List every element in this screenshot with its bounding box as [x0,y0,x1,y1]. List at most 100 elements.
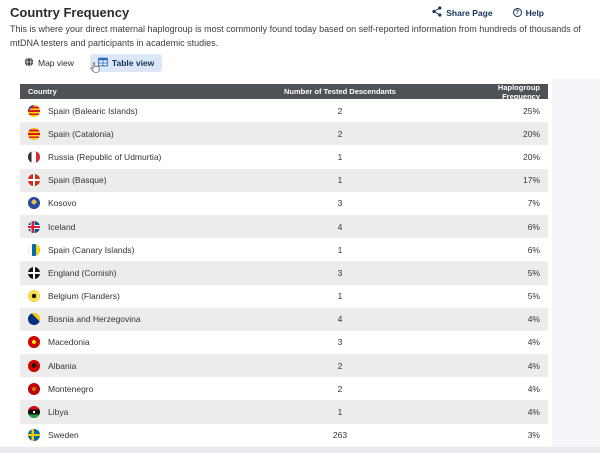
frequency-value: 25% [522,105,540,116]
column-header-frequency: Haplogroup Frequency [497,82,540,101]
tab-map-view-label: Map view [38,58,74,68]
column-header-descendants: Number of Tested Descendants [284,87,396,96]
country-flag-icon [28,150,40,163]
descendants-count: 3 [337,337,343,348]
table-row: Montenegro 2 4% [20,377,548,401]
globe-icon [24,57,34,69]
frequency-value: 17% [522,175,540,186]
frequency-value: 20% [522,151,540,162]
frequency-value: 4% [527,360,540,371]
country-name: Macedonia [48,337,90,348]
frequency-value: 6% [527,221,540,232]
country-flag-icon [28,243,40,256]
frequency-value: 3% [527,430,540,441]
country-flag-icon [28,406,40,419]
country-flag-icon [28,336,40,349]
descendants-count: 263 [332,430,348,441]
descendants-count: 4 [337,221,343,232]
country-name: Spain (Basque) [48,175,107,186]
page-title: Country Frequency [10,5,130,20]
hand-cursor-icon [89,62,101,75]
country-flag-icon [28,174,40,187]
table-row: Libya 1 4% [20,400,548,424]
country-flag-icon [28,313,40,326]
country-name: Kosovo [48,198,77,209]
table-row: Spain (Basque) 1 17% [20,168,548,192]
country-flag-icon [28,359,40,372]
help-button[interactable]: ? Help [512,7,544,18]
descendants-count: 1 [337,244,343,255]
country-flag-icon [28,382,40,395]
descendants-count: 2 [337,360,343,371]
country-name: Russia (Republic of Udmurtia) [48,151,162,162]
tab-table-view-label: Table view [111,58,155,68]
country-name: Bosnia and Herzegovina [48,314,141,325]
table-row: Spain (Catalonia) 2 20% [20,122,548,146]
frequency-value: 4% [527,337,540,348]
frequency-value: 4% [527,407,540,418]
descendants-count: 3 [337,267,343,278]
country-flag-icon [28,104,40,117]
frequency-value: 5% [527,267,540,278]
descendants-count: 4 [337,314,343,325]
country-flag-icon [28,127,40,140]
table-row: Belgium (Flanders) 1 5% [20,284,548,308]
question-circle-icon: ? [512,8,522,17]
country-name: Albania [48,360,77,371]
page-bottom-strip [0,446,600,453]
country-flag-icon [28,429,40,442]
help-label: Help [525,7,544,18]
page-description: This is where your direct maternal haplo… [10,24,581,48]
column-header-country: Country [28,87,57,96]
table-row: Albania 2 4% [20,354,548,378]
country-flag-icon [28,197,40,210]
country-flag-icon [28,266,40,279]
country-name: Spain (Catalonia) [48,128,114,139]
country-name: Belgium (Flanders) [48,291,120,302]
country-name: Sweden [48,430,79,441]
tab-table-view[interactable]: Table view [89,54,163,72]
table-icon [98,57,108,69]
country-name: Spain (Canary Islands) [48,244,135,255]
table-row: Bosnia and Herzegovina 4 4% [20,307,548,331]
country-flag-icon [28,290,40,303]
country-flag-icon [28,220,40,233]
share-page-button[interactable]: Share Page [432,6,493,19]
share-icon [432,6,442,19]
tab-map-view[interactable]: Map view [16,54,82,72]
descendants-count: 1 [337,407,343,418]
descendants-count: 1 [337,175,343,186]
descendants-count: 2 [337,128,343,139]
table-body: Spain (Balearic Islands) 2 25% Spain (Ca… [20,99,548,447]
frequency-value: 7% [527,198,540,209]
descendants-count: 3 [337,198,343,209]
share-page-label: Share Page [446,7,493,18]
frequency-value: 4% [527,314,540,325]
descendants-count: 1 [337,151,343,162]
country-name: Iceland [48,221,76,232]
table-row: Macedonia 3 4% [20,330,548,355]
table-row: Spain (Canary Islands) 1 6% [20,238,548,262]
table-row: Russia (Republic of Udmurtia) 1 20% [20,145,548,169]
country-name: Libya [48,407,69,418]
country-name: Spain (Balearic Islands) [48,105,138,116]
frequency-value: 20% [522,128,540,139]
view-tabs: Map view Table view [16,54,163,72]
table-row: Iceland 4 6% [20,214,548,239]
country-name: Montenegro [48,383,94,394]
descendants-count: 2 [337,105,343,116]
country-name: England (Cornish) [48,267,117,278]
descendants-count: 2 [337,383,343,394]
header-actions: Share Page ? Help [432,6,544,19]
frequency-value: 6% [527,244,540,255]
descendants-count: 1 [337,291,343,302]
country-frequency-table: Country Number of Tested Descendants Hap… [20,82,548,447]
page-background-strip [552,79,600,453]
table-row: England (Cornish) 3 5% [20,261,548,285]
table-header-row: Country Number of Tested Descendants Hap… [20,82,548,101]
table-row: Spain (Balearic Islands) 2 25% [20,99,548,123]
frequency-value: 4% [527,383,540,394]
table-row: Kosovo 3 7% [20,191,548,215]
table-row: Sweden 263 3% [20,423,548,447]
frequency-value: 5% [527,291,540,302]
